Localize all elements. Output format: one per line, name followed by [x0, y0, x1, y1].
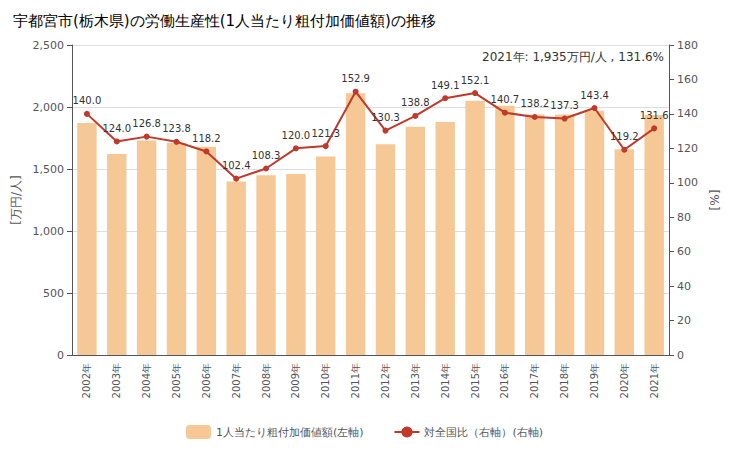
- svg-text:2,000: 2,000: [33, 101, 65, 114]
- svg-text:2021年: 2021年: [649, 363, 660, 398]
- svg-text:2004年: 2004年: [141, 363, 152, 398]
- svg-text:119.2: 119.2: [610, 131, 639, 142]
- svg-text:2002年: 2002年: [81, 363, 92, 398]
- svg-text:対全国比（右軸）(右軸): 対全国比（右軸）(右軸): [424, 426, 543, 439]
- svg-text:2013年: 2013年: [410, 363, 421, 398]
- svg-text:2020年: 2020年: [619, 363, 630, 398]
- svg-text:2014年: 2014年: [440, 363, 451, 398]
- svg-text:2016年: 2016年: [499, 363, 510, 398]
- svg-text:152.1: 152.1: [461, 75, 490, 86]
- svg-text:126.8: 126.8: [132, 118, 161, 129]
- svg-text:120.0: 120.0: [282, 130, 311, 141]
- svg-text:2021年: 1,935万円/人 , 131.6%: 2021年: 1,935万円/人 , 131.6%: [482, 50, 664, 64]
- svg-text:1人当たり粗付加価値額(左軸): 1人当たり粗付加価値額(左軸): [216, 426, 364, 439]
- svg-text:2008年: 2008年: [261, 363, 272, 398]
- svg-text:2018年: 2018年: [559, 363, 570, 398]
- svg-text:2012年: 2012年: [380, 363, 391, 398]
- svg-text:2005年: 2005年: [171, 363, 182, 398]
- svg-text:2009年: 2009年: [290, 363, 301, 398]
- svg-text:60: 60: [677, 245, 691, 258]
- svg-text:[万円/人]: [万円/人]: [9, 175, 23, 224]
- svg-text:500: 500: [43, 287, 64, 300]
- svg-text:108.3: 108.3: [252, 150, 281, 161]
- svg-text:121.3: 121.3: [311, 128, 340, 139]
- svg-text:152.9: 152.9: [341, 73, 370, 84]
- svg-text:2015年: 2015年: [470, 363, 481, 398]
- svg-text:20: 20: [677, 314, 691, 327]
- svg-text:2003年: 2003年: [111, 363, 122, 398]
- svg-text:102.4: 102.4: [222, 160, 251, 171]
- svg-text:2010年: 2010年: [320, 363, 331, 398]
- svg-text:1,500: 1,500: [33, 163, 65, 176]
- svg-text:160: 160: [677, 73, 698, 86]
- svg-text:80: 80: [677, 211, 691, 224]
- svg-text:131.6: 131.6: [640, 110, 669, 121]
- svg-text:140: 140: [677, 107, 698, 120]
- svg-text:0: 0: [57, 349, 64, 362]
- svg-text:2006年: 2006年: [201, 363, 212, 398]
- svg-text:0: 0: [677, 349, 684, 362]
- svg-text:宇都宮市(栃木県)の労働生産性(1人当たり粗付加価値額)の推: 宇都宮市(栃木県)の労働生産性(1人当たり粗付加価値額)の推移: [13, 12, 436, 30]
- svg-text:120: 120: [677, 142, 698, 155]
- svg-text:2,500: 2,500: [33, 39, 65, 52]
- svg-text:2019年: 2019年: [589, 363, 600, 398]
- svg-text:[%]: [%]: [708, 190, 722, 211]
- svg-text:2007年: 2007年: [231, 363, 242, 398]
- svg-text:118.2: 118.2: [192, 133, 221, 144]
- svg-text:143.4: 143.4: [580, 90, 609, 101]
- svg-text:140.7: 140.7: [491, 94, 520, 105]
- svg-text:149.1: 149.1: [431, 80, 460, 91]
- svg-text:124.0: 124.0: [102, 123, 131, 134]
- svg-text:123.8: 123.8: [162, 123, 191, 134]
- svg-text:138.8: 138.8: [401, 97, 430, 108]
- svg-text:1,000: 1,000: [33, 225, 65, 238]
- svg-text:137.3: 137.3: [550, 100, 579, 111]
- svg-text:138.2: 138.2: [520, 98, 549, 109]
- svg-text:2017年: 2017年: [529, 363, 540, 398]
- svg-text:40: 40: [677, 280, 691, 293]
- svg-text:2011年: 2011年: [350, 363, 361, 398]
- svg-text:100: 100: [677, 176, 698, 189]
- svg-text:140.0: 140.0: [73, 95, 102, 106]
- svg-text:180: 180: [677, 39, 698, 52]
- svg-text:130.3: 130.3: [371, 112, 400, 123]
